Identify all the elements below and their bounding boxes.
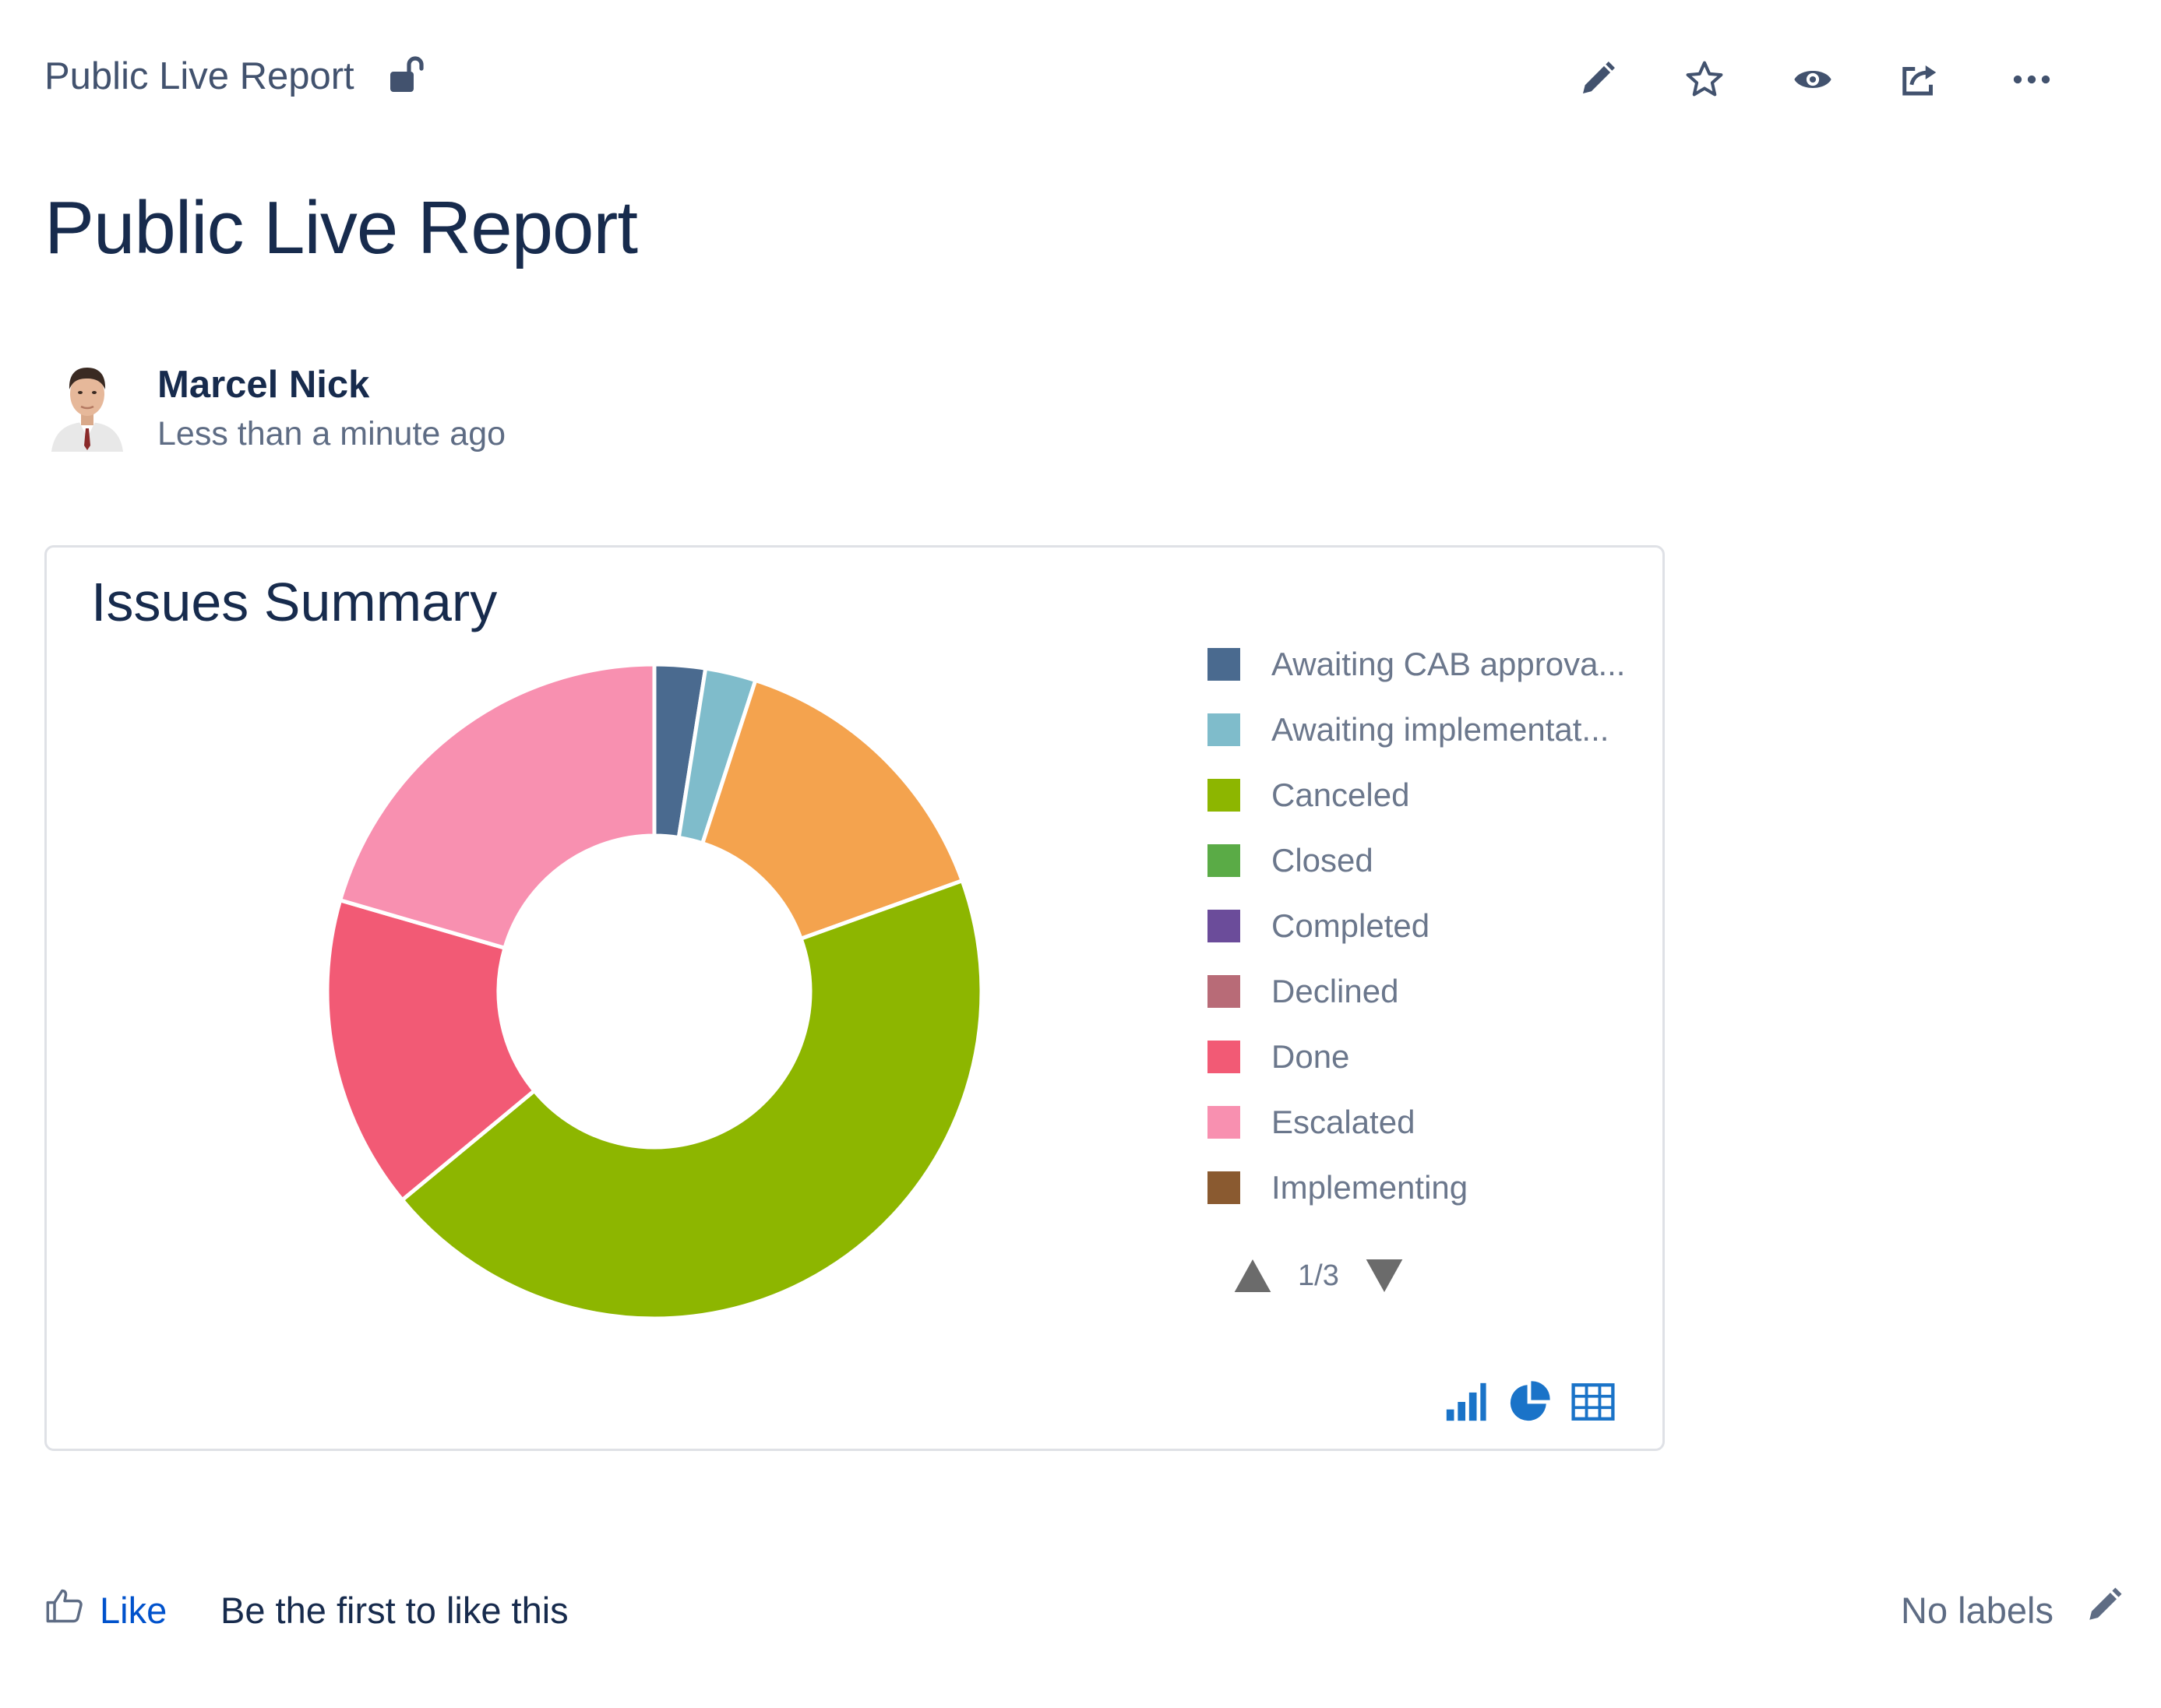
legend-swatch [1207, 1041, 1240, 1073]
triangle-up-icon[interactable] [1231, 1254, 1274, 1298]
breadcrumb-title[interactable]: Public Live Report [44, 55, 354, 97]
bar-chart-icon[interactable] [1443, 1379, 1488, 1425]
legend-pager: 1/3 [1231, 1248, 1406, 1303]
labels-status: No labels [1901, 1590, 2053, 1631]
legend-swatch [1207, 975, 1240, 1008]
author-name[interactable]: Marcel Nick [157, 364, 370, 406]
legend-item[interactable]: Declined [1207, 968, 1398, 1015]
legend-swatch [1207, 1171, 1240, 1204]
pencil-icon[interactable] [2085, 1586, 2124, 1625]
donut-slice[interactable] [325, 897, 538, 1203]
more-actions-button[interactable] [2008, 56, 2055, 103]
legend-swatch [1207, 713, 1240, 746]
legend-label: Awaiting CAB approva... [1271, 646, 1626, 682]
chart-view-switcher [1424, 1379, 1616, 1425]
table-icon[interactable] [1571, 1379, 1616, 1425]
legend-swatch [1207, 910, 1240, 942]
legend-page-count: 1/3 [1298, 1259, 1339, 1292]
report-title: Issues Summary [91, 572, 498, 632]
legend-swatch [1207, 1106, 1240, 1139]
unlock-icon[interactable] [389, 55, 426, 98]
like-button[interactable]: Like [100, 1590, 167, 1631]
donut-slice[interactable] [337, 662, 657, 951]
donut-slice[interactable] [399, 878, 984, 1321]
legend-item[interactable]: Escalated [1207, 1099, 1415, 1146]
share-icon [1902, 65, 1937, 96]
legend-item[interactable]: Awaiting CAB approva... [1207, 641, 1625, 688]
legend-swatch [1207, 844, 1240, 877]
avatar[interactable] [48, 360, 126, 452]
legend-item[interactable]: Completed [1207, 903, 1430, 949]
legend-item[interactable]: Done [1207, 1034, 1349, 1080]
legend-swatch [1207, 779, 1240, 812]
eye-icon [1794, 71, 1831, 88]
watch-button[interactable] [1789, 56, 1836, 103]
page-toolbar [0, 56, 2161, 103]
legend-label: Done [1271, 1038, 1350, 1075]
author-timestamp[interactable]: Less than a minute ago [157, 415, 506, 453]
star-icon [1686, 61, 1723, 97]
pencil-icon [1583, 62, 1615, 93]
legend-label: Closed [1271, 842, 1373, 879]
legend-label: Completed [1271, 907, 1430, 944]
edit-button[interactable] [1574, 56, 1620, 103]
legend-label: Escalated [1271, 1104, 1415, 1140]
legend-label: Declined [1271, 973, 1399, 1009]
legend-item[interactable]: Closed [1207, 837, 1373, 884]
report-card: Issues Summary Awaiting CAB approva... Aw… [44, 545, 1665, 1451]
like-message: Be the first to like this [220, 1590, 569, 1631]
triangle-down-icon[interactable] [1363, 1254, 1406, 1298]
thumbs-up-icon[interactable] [44, 1586, 85, 1626]
legend-item[interactable]: Implementing [1207, 1164, 1468, 1211]
donut-slice[interactable] [700, 678, 965, 942]
legend-item[interactable]: Canceled [1207, 772, 1409, 819]
donut-chart [325, 662, 984, 1321]
ellipsis-icon [2013, 75, 2050, 84]
breadcrumb: Public Live Report [44, 55, 426, 98]
page-title: Public Live Report [44, 186, 638, 269]
star-button[interactable] [1681, 56, 1728, 103]
legend-label: Awaiting implementat... [1271, 711, 1609, 748]
legend-item[interactable]: Awaiting implementat... [1207, 706, 1609, 753]
legend-swatch [1207, 648, 1240, 681]
share-button[interactable] [1897, 56, 1944, 103]
pie-chart-icon[interactable] [1507, 1379, 1552, 1425]
legend-label: Implementing [1271, 1169, 1468, 1206]
legend-label: Canceled [1271, 777, 1410, 813]
